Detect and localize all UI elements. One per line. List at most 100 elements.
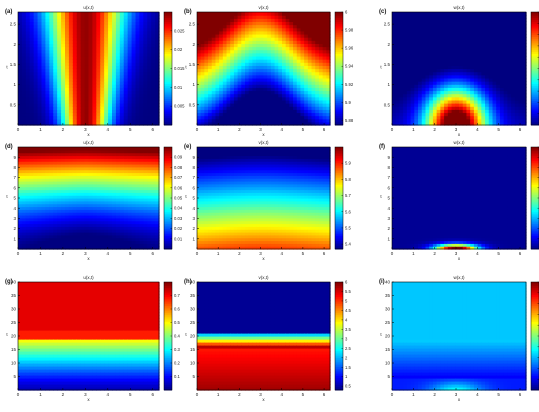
heatmap-cell xyxy=(322,96,327,101)
heatmap-cell xyxy=(25,84,31,88)
heatmap-cell xyxy=(403,46,408,51)
heatmap-cell xyxy=(278,33,283,38)
heatmap-cell xyxy=(204,62,209,66)
heatmap-cell xyxy=(440,15,445,19)
heatmap-cell xyxy=(100,33,105,38)
heatmap-cell xyxy=(421,81,427,85)
heatmap-cell xyxy=(139,115,144,120)
heatmap-cell xyxy=(296,115,302,120)
heatmap-cell xyxy=(33,109,39,114)
heatmap-cell xyxy=(245,65,250,70)
heatmap-cell xyxy=(307,121,313,126)
heatmap-cell xyxy=(21,121,27,126)
heatmap-cell xyxy=(197,106,202,110)
heatmap-cell xyxy=(112,109,117,114)
heatmap-cell xyxy=(395,115,401,120)
heatmap-cell xyxy=(208,18,213,23)
colorbar-segment xyxy=(164,66,172,69)
heatmap-cell xyxy=(155,30,160,35)
heatmap-cell xyxy=(406,121,412,126)
heatmap-cell xyxy=(429,49,434,54)
heatmap-cell xyxy=(245,93,250,98)
heatmap-cell xyxy=(29,33,35,38)
heatmap-cell xyxy=(41,27,47,32)
heatmap-cell xyxy=(80,90,86,95)
heatmap-cell xyxy=(41,52,47,57)
heatmap-cell xyxy=(233,24,239,29)
colorbar-segment xyxy=(164,15,172,19)
heatmap-cell xyxy=(135,65,141,70)
heatmap-cell xyxy=(318,103,324,107)
heatmap-cell xyxy=(197,103,202,107)
heatmap-cell xyxy=(123,43,129,48)
heatmap-cell xyxy=(115,77,121,82)
heatmap-cell xyxy=(459,103,464,107)
heatmap-cell xyxy=(237,74,242,79)
heatmap-cell xyxy=(432,12,438,16)
heatmap-cell xyxy=(241,121,246,126)
heatmap-cell xyxy=(222,109,228,114)
colorbar-tick-label: 0.005 xyxy=(174,104,185,109)
heatmap-cell xyxy=(92,18,97,23)
heatmap-cell xyxy=(414,93,419,98)
heatmap-cell xyxy=(233,49,239,54)
heatmap-cell xyxy=(80,15,86,19)
heatmap-cell xyxy=(399,30,404,35)
heatmap-cell xyxy=(211,43,217,48)
heatmap-cell xyxy=(49,52,54,57)
heatmap-cell xyxy=(432,74,438,79)
heatmap-cell xyxy=(25,40,31,44)
heatmap-cell xyxy=(211,65,217,70)
heatmap-cell xyxy=(155,103,160,107)
heatmap-cell xyxy=(76,37,82,41)
heatmap-cell xyxy=(25,90,31,95)
heatmap-cell xyxy=(311,49,316,54)
heatmap-cell xyxy=(222,49,228,54)
heatmap-cell xyxy=(131,71,137,76)
heatmap-cell xyxy=(211,103,217,107)
heatmap-cell xyxy=(215,27,220,32)
heatmap-cell xyxy=(418,24,423,29)
heatmap-cell xyxy=(432,93,438,98)
heatmap-cell xyxy=(233,115,239,120)
heatmap-cell xyxy=(104,43,109,48)
heatmap-cell xyxy=(230,121,235,126)
heatmap-cell xyxy=(18,37,23,41)
heatmap-cell xyxy=(115,68,121,73)
heatmap-cell xyxy=(104,90,109,95)
heatmap-cell xyxy=(392,103,397,107)
heatmap-cell xyxy=(410,87,415,92)
heatmap-cell xyxy=(440,65,445,70)
heatmap-cell xyxy=(459,46,464,51)
heatmap-cell xyxy=(311,121,316,126)
heatmap-cell xyxy=(96,27,101,32)
heatmap-cell xyxy=(403,99,408,104)
heatmap-cell xyxy=(226,59,231,63)
heatmap-cell xyxy=(436,27,441,32)
heatmap-cell xyxy=(230,55,235,60)
heatmap-cell xyxy=(72,21,78,26)
heatmap-cell xyxy=(219,24,224,29)
heatmap-cell xyxy=(436,43,441,48)
colorbar-segment xyxy=(164,34,172,37)
heatmap-cell xyxy=(241,33,246,38)
heatmap-cell xyxy=(403,115,408,120)
heatmap-cell xyxy=(259,109,265,114)
heatmap-cell xyxy=(18,52,23,57)
heatmap-cell xyxy=(289,96,294,101)
heatmap-cell xyxy=(233,12,239,16)
heatmap-cell xyxy=(151,71,156,76)
heatmap-cell xyxy=(252,71,257,76)
heatmap-cell xyxy=(425,18,430,23)
heatmap-cells xyxy=(18,12,160,126)
heatmap-cell xyxy=(92,40,97,44)
heatmap-cell xyxy=(414,81,419,85)
heatmap-cell xyxy=(274,24,279,29)
heatmap-cell xyxy=(311,81,316,85)
heatmap-cell xyxy=(200,99,205,104)
colorbar-segment xyxy=(164,117,172,120)
heatmap-cell xyxy=(25,59,31,63)
heatmap-cell xyxy=(459,68,464,73)
heatmap-cell xyxy=(440,30,445,35)
heatmap-cell xyxy=(45,62,50,66)
